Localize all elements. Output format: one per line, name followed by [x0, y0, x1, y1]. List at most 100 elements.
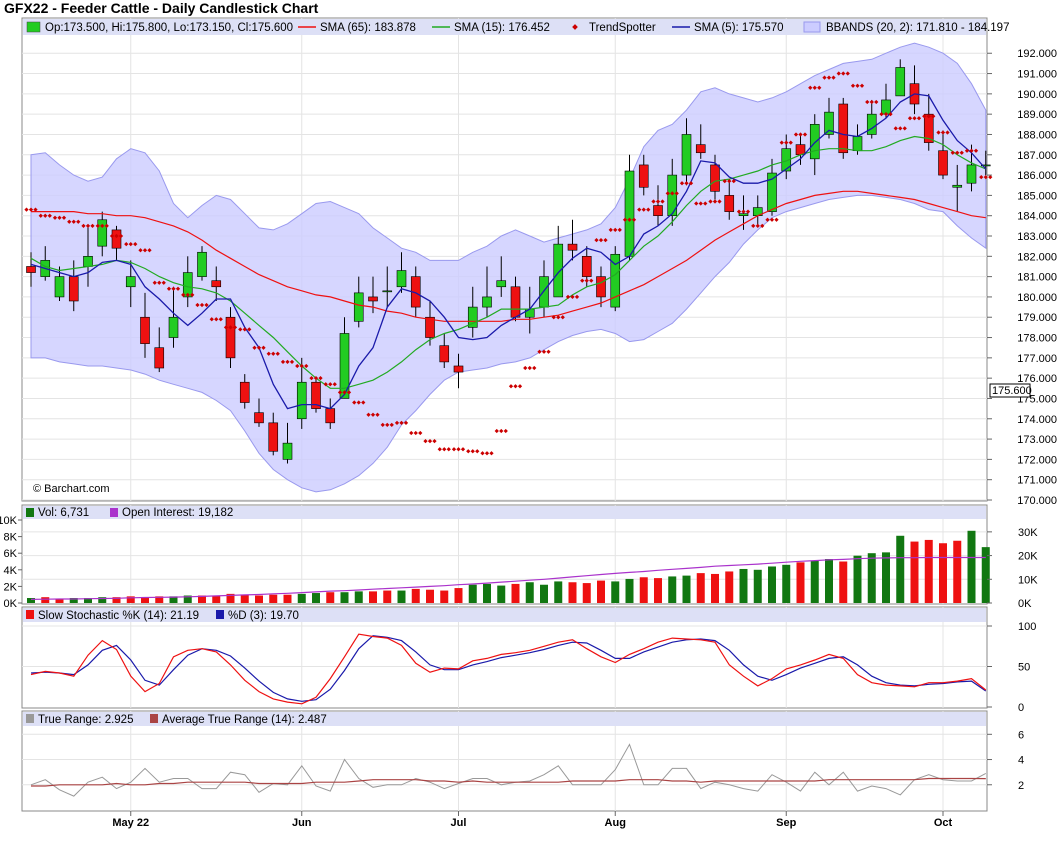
trendspotter-marker [969, 148, 974, 153]
trendspotter-marker [195, 302, 200, 308]
price-legend-bar [23, 19, 986, 35]
volume-bar [226, 593, 235, 603]
price-tick-label: 171.000 [1017, 475, 1057, 487]
candle [140, 292, 150, 358]
trendspotter-marker [708, 199, 713, 204]
trendspotter-marker [736, 209, 742, 214]
trendspotter-marker [959, 150, 964, 155]
volume-bar [212, 595, 221, 603]
candle [938, 130, 948, 180]
price-tick-label: 178.000 [1017, 333, 1057, 345]
month-label: Sep [776, 817, 796, 829]
trendspotter-marker [679, 181, 685, 186]
trendspotter-marker [76, 219, 81, 224]
candle-body [838, 103, 849, 154]
trendspotter-marker [352, 400, 357, 405]
candle [453, 353, 464, 389]
volume-bar [939, 543, 947, 603]
oi-swatch [110, 508, 118, 517]
trendspotter-marker [33, 207, 38, 212]
trendspotter-marker [342, 390, 347, 395]
stoch-tick-label: 100 [1018, 621, 1036, 633]
candle-body [453, 365, 464, 373]
volume-bar [981, 547, 990, 603]
volume-bar [953, 540, 962, 603]
atr-panel [21, 710, 988, 812]
trendspotter-marker [124, 242, 129, 247]
volume-bar [696, 573, 705, 603]
volume-bar [340, 592, 349, 603]
true-range-line [30, 743, 987, 797]
trendspotter-marker [289, 359, 295, 365]
trendspotter-marker [247, 327, 252, 332]
volume-bar [668, 576, 677, 603]
trendspotter-marker [546, 349, 551, 354]
volume-bar [825, 559, 833, 603]
vol-swatch [26, 508, 34, 517]
volume-bar [768, 566, 776, 603]
candle [553, 225, 564, 298]
price-tick-label: 192.000 [1017, 48, 1057, 60]
oi-tick-label: 10K [1018, 574, 1038, 586]
candle-body [97, 219, 108, 247]
volume-bar [853, 555, 862, 603]
candle-body [467, 306, 478, 328]
candle [296, 357, 307, 429]
trendspotter-marker [936, 130, 941, 135]
sma65-line [31, 190, 986, 322]
candle-body [738, 213, 749, 217]
vol-tick-label: 8K [4, 532, 18, 544]
trendspotter-marker [389, 422, 394, 427]
candle [610, 246, 621, 312]
trendspotter-marker [722, 179, 727, 184]
trendspotter-marker [460, 447, 466, 452]
candle-body [482, 296, 492, 308]
trendspotter-marker [979, 174, 984, 180]
candle-body [952, 184, 963, 188]
vol-tick-label: 10K [0, 515, 18, 527]
trendspotter-marker [403, 420, 409, 425]
volume-bar [682, 575, 691, 603]
candle-body [866, 113, 877, 135]
price-tick-label: 187.000 [1017, 150, 1057, 162]
atr-tick-label: 4 [1018, 755, 1024, 767]
trendspotter-marker [128, 242, 133, 247]
candle [396, 252, 407, 293]
trendspotter-marker [375, 412, 380, 417]
trendspotter-marker [238, 327, 243, 332]
bbands-swatch [803, 21, 821, 33]
trendspotter-marker [304, 363, 309, 369]
candle-body [852, 136, 863, 152]
candle [97, 211, 108, 257]
trendspotter-marker [432, 438, 437, 444]
price-tick-label: 191.000 [1017, 69, 1057, 81]
trendspotter-marker [480, 451, 485, 456]
trendspotter-marker [580, 278, 585, 283]
candle-body [325, 408, 336, 424]
price-tick-label: 172.000 [1017, 454, 1057, 466]
open-interest-line [30, 556, 986, 600]
trendspotter-marker [703, 201, 708, 206]
volume-bar [255, 595, 263, 603]
volume-legend-bar [23, 506, 986, 519]
price-tick-label: 182.000 [1017, 251, 1057, 263]
trendspotter-marker [285, 359, 290, 365]
volume-bar [711, 573, 719, 603]
candle [168, 286, 179, 348]
volume-bar [198, 595, 206, 603]
trendspotter-marker [323, 382, 328, 387]
atr-tick-label: 6 [1018, 729, 1024, 741]
candle [382, 266, 393, 308]
trendspotter-marker [475, 449, 480, 454]
candle-body [211, 280, 222, 288]
volume-bar [141, 597, 149, 603]
trendspotter-marker [537, 349, 542, 354]
trendspotter-marker [484, 451, 490, 456]
volume-bar [411, 588, 420, 603]
vol-tick-label: 4K [4, 565, 18, 577]
trendspotter-marker [100, 223, 105, 228]
candle-body [197, 251, 207, 277]
trendspotter-marker [613, 227, 618, 233]
candle [638, 154, 649, 196]
trendspotter-marker [171, 286, 176, 291]
